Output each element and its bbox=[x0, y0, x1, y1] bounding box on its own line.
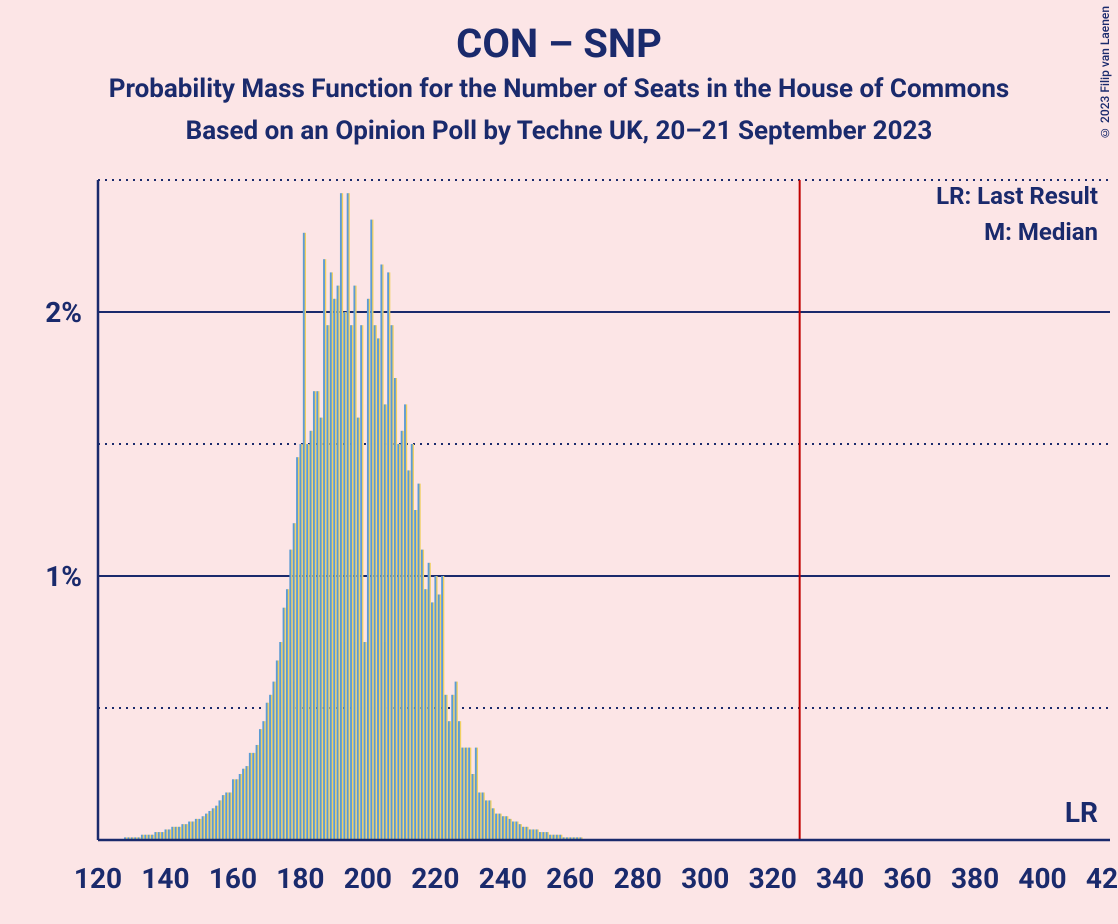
svg-text:300: 300 bbox=[681, 862, 729, 895]
svg-text:160: 160 bbox=[209, 862, 257, 895]
svg-text:M: Median: M: Median bbox=[984, 218, 1098, 246]
svg-text:1%: 1% bbox=[45, 560, 82, 593]
svg-text:320: 320 bbox=[749, 862, 797, 895]
svg-text:LR: LR bbox=[1065, 796, 1098, 829]
svg-text:280: 280 bbox=[614, 862, 662, 895]
svg-text:380: 380 bbox=[951, 862, 999, 895]
svg-text:240: 240 bbox=[479, 862, 527, 895]
svg-text:180: 180 bbox=[276, 862, 324, 895]
svg-text:340: 340 bbox=[816, 862, 864, 895]
svg-text:360: 360 bbox=[883, 862, 931, 895]
svg-text:140: 140 bbox=[141, 862, 189, 895]
svg-text:2%: 2% bbox=[45, 296, 82, 329]
svg-text:420: 420 bbox=[1086, 862, 1118, 895]
svg-text:200: 200 bbox=[344, 862, 392, 895]
svg-text:400: 400 bbox=[1018, 862, 1066, 895]
svg-text:120: 120 bbox=[74, 862, 122, 895]
svg-text:220: 220 bbox=[411, 862, 459, 895]
svg-text:260: 260 bbox=[546, 862, 594, 895]
svg-text:LR: Last Result: LR: Last Result bbox=[936, 182, 1098, 210]
chart-area: 1% 2% LR: Last Result M: Median LR 120 140 160 1… bbox=[0, 0, 1118, 924]
